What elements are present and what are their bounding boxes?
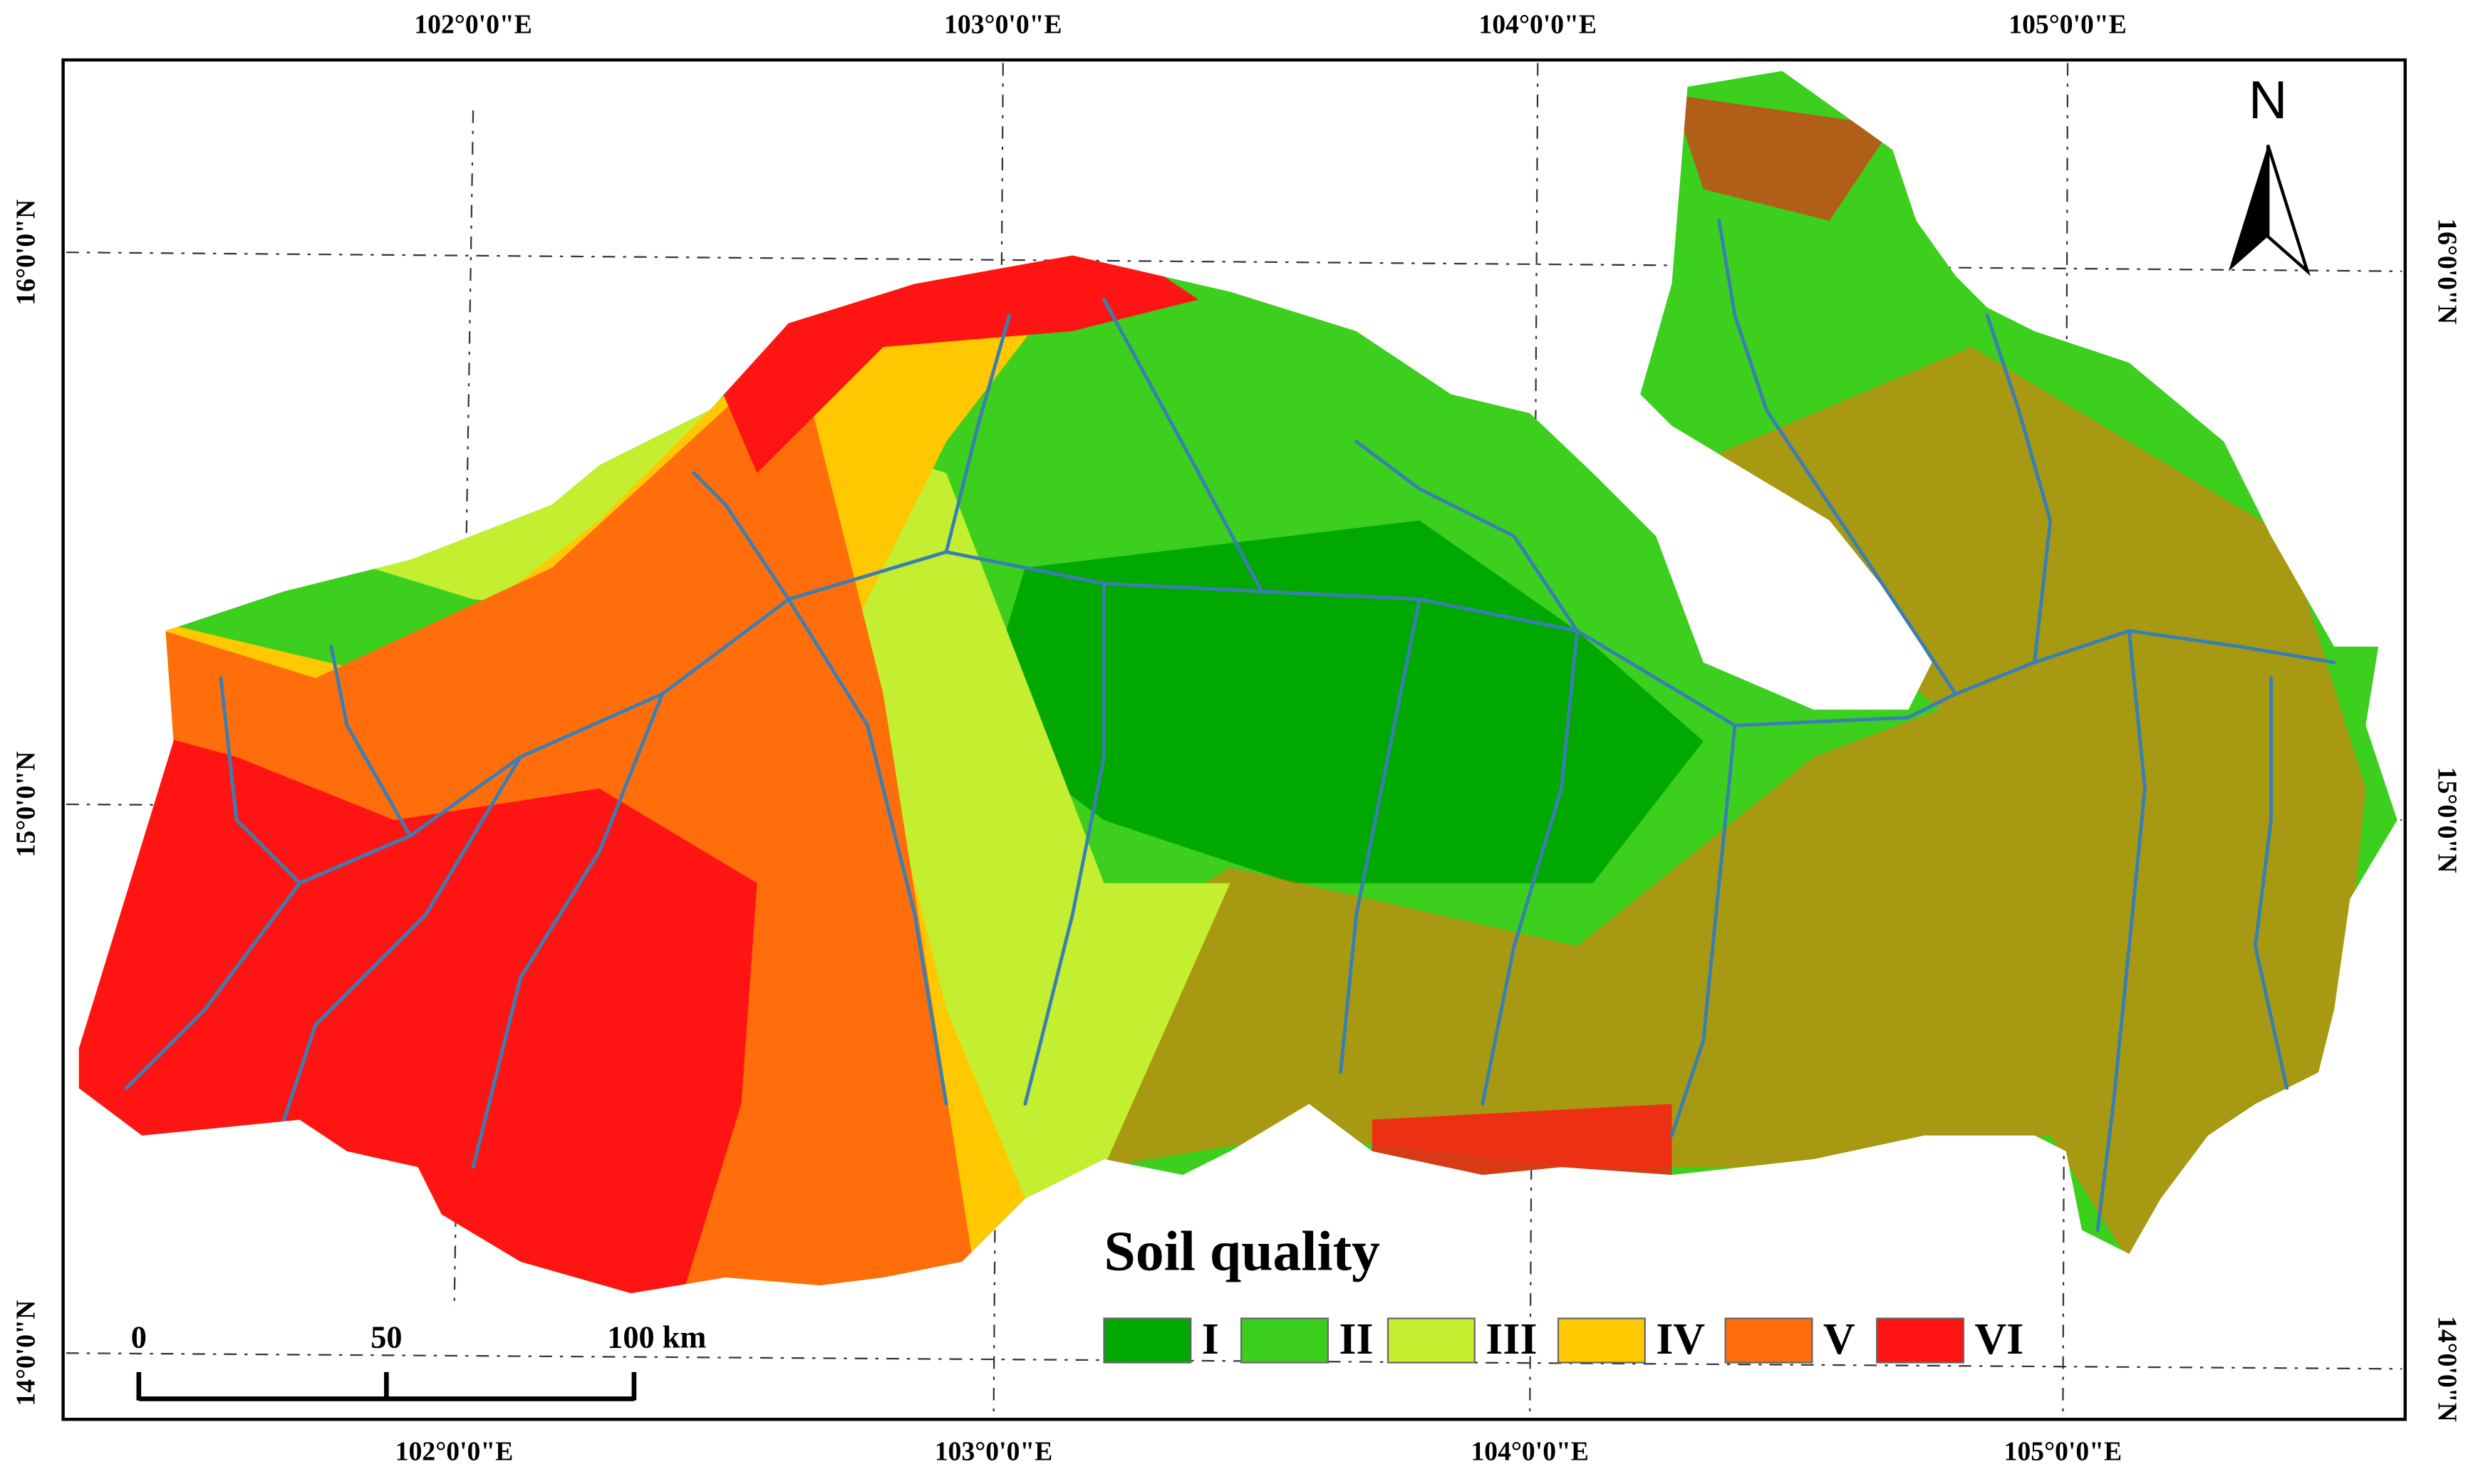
legend-swatch	[1240, 1317, 1329, 1364]
longitude-label: 103°0'0"E	[944, 9, 1062, 39]
zone	[978, 520, 1704, 883]
latitude-label: 15°0'0"N	[11, 752, 41, 858]
legend: I II III IV V VI	[1103, 1315, 2023, 1364]
scale-label: 100 km	[607, 1320, 706, 1355]
longitude-label: 104°0'0"E	[1479, 9, 1597, 39]
legend-swatch	[1724, 1317, 1813, 1364]
longitude-label: 105°0'0"E	[2004, 1437, 2122, 1467]
legend-label: V	[1823, 1315, 1855, 1364]
zone	[1671, 94, 1893, 221]
longitude-label: 105°0'0"E	[2008, 9, 2127, 39]
rivers	[124, 219, 2336, 1233]
legend-label: I	[1202, 1315, 1219, 1364]
legend-swatch	[1103, 1317, 1192, 1364]
legend-label: II	[1339, 1315, 1373, 1364]
legend-label: III	[1486, 1315, 1537, 1364]
latitude-label: 14°0'0"N	[2432, 1316, 2462, 1422]
north-label: N	[2249, 70, 2287, 130]
legend-swatch	[1876, 1317, 1965, 1364]
longitude-label: 103°0'0"E	[935, 1437, 1053, 1467]
latitude-label: 15°0'0"N	[2432, 767, 2462, 873]
scale-label: 0	[131, 1320, 147, 1355]
legend-swatch	[1557, 1317, 1646, 1364]
legend-swatch	[1386, 1317, 1476, 1364]
latitude-label: 16°0'0"N	[2432, 218, 2462, 324]
coordinate-labels: 102°0'0"E 103°0'0"E 104°0'0"E 105°0'0"E 102°…	[11, 9, 2462, 1466]
latitude-label: 14°0'0"N	[11, 1300, 41, 1406]
longitude-label: 102°0'0"E	[414, 9, 532, 39]
legend-label: IV	[1656, 1315, 1705, 1364]
soil-zones	[78, 71, 2397, 1294]
longitude-label: 102°0'0"E	[395, 1437, 514, 1467]
latitude-label: 16°0'0"N	[11, 199, 41, 306]
longitude-label: 104°0'0"E	[1471, 1437, 1589, 1467]
scale-bar: 0 50 100 km	[131, 1320, 706, 1401]
zone	[1104, 346, 2366, 1262]
scale-label: 50	[370, 1320, 402, 1355]
legend-label: VI	[1974, 1315, 2023, 1364]
legend-title: Soil quality	[1104, 1220, 1381, 1283]
